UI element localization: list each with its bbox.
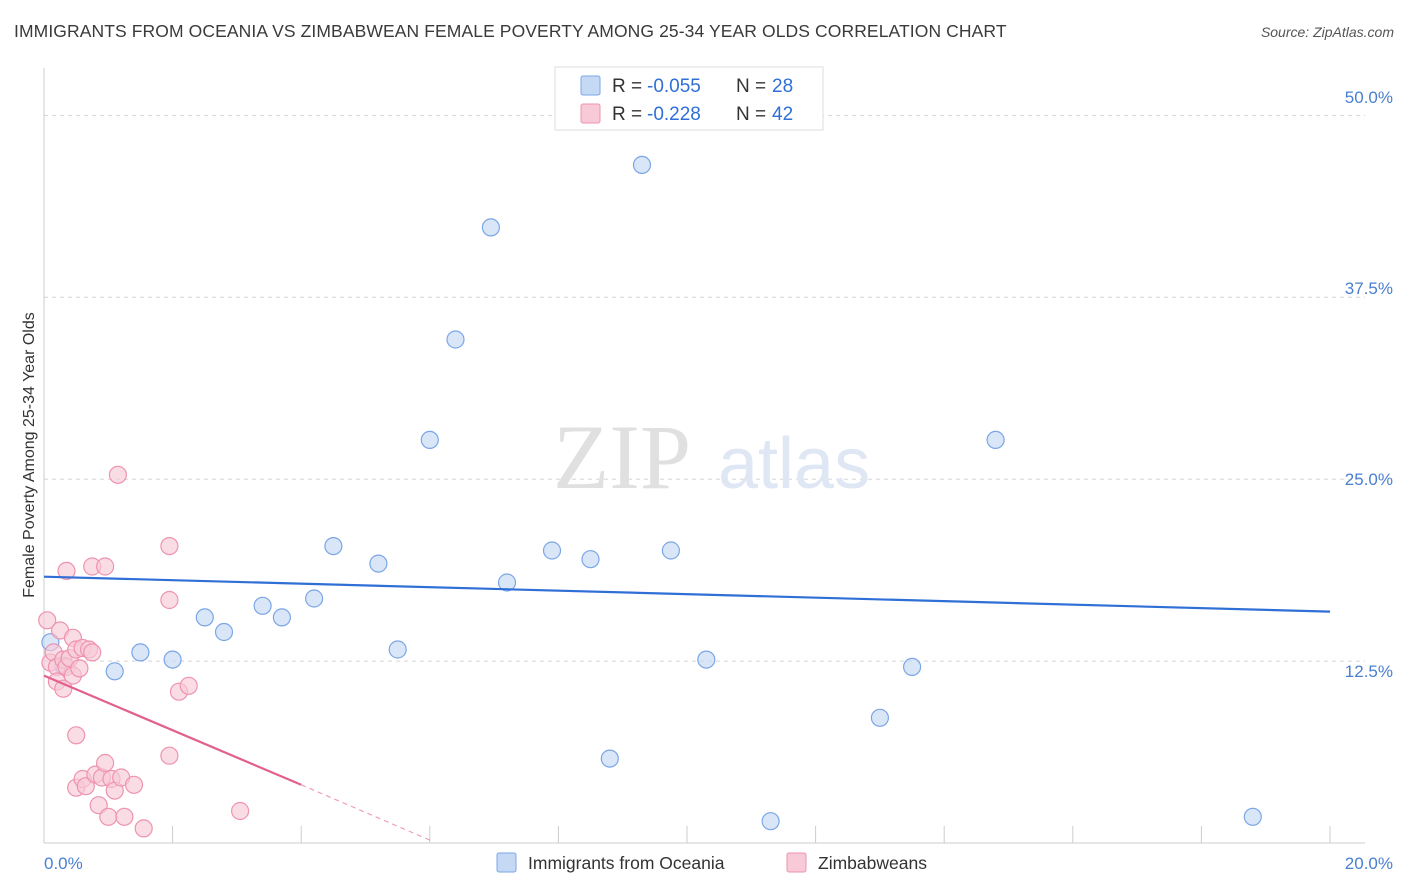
data-point-oceania [253, 596, 272, 615]
data-point-oceania [1243, 807, 1262, 826]
legend-n-label: N = [736, 76, 766, 97]
data-point-zimbabweans [134, 819, 153, 838]
data-point-zimbabweans [70, 659, 89, 678]
data-point-oceania [497, 573, 517, 592]
y-tick-label: 12.5% [1345, 662, 1393, 681]
trend-line-zimbabweans [43, 674, 302, 786]
x-tick-label-max: 20.0% [1345, 854, 1393, 873]
series-oceania-points [41, 155, 1262, 831]
data-point-oceania [420, 430, 439, 449]
data-point-zimbabweans [67, 726, 86, 745]
legend-r-label: R = [612, 76, 642, 97]
data-point-zimbabweans [108, 465, 128, 484]
data-point-oceania [369, 554, 388, 573]
y-tick-label: 25.0% [1345, 470, 1393, 489]
data-point-oceania [600, 749, 619, 768]
data-point-zimbabweans [160, 746, 179, 765]
y-axis-label: Female Poverty Among 25-34 Year Olds [21, 312, 38, 598]
data-point-zimbabweans [95, 753, 115, 773]
data-point-oceania [542, 541, 562, 560]
watermark-zip: ZIP [553, 406, 691, 508]
data-point-zimbabweans [95, 557, 115, 576]
trend-line-zimbabweans-extension [300, 784, 431, 841]
data-point-oceania [446, 330, 465, 349]
data-point-oceania [481, 218, 500, 237]
data-point-zimbabweans [124, 775, 144, 794]
data-point-oceania [581, 550, 600, 569]
bottom-legend-label-oceania: Immigrants from Oceania [528, 853, 725, 873]
data-point-zimbabweans [179, 676, 198, 695]
data-point-zimbabweans [38, 611, 57, 630]
chart-title: IMMIGRANTS FROM OCEANIA VS ZIMBABWEAN FE… [14, 21, 1007, 41]
data-point-zimbabweans [231, 801, 250, 821]
bottom-legend-label-zimbabweans: Zimbabweans [818, 853, 927, 873]
series-zimbabweans-points [38, 465, 250, 838]
watermark: ZIP atlas [553, 406, 870, 508]
data-point-oceania [305, 589, 324, 608]
data-point-oceania [986, 430, 1005, 449]
trend-line-oceania [43, 575, 1331, 613]
bottom-legend-swatch-oceania [496, 852, 517, 873]
data-point-oceania [661, 541, 681, 560]
x-tick-labels: 0.0% 20.0% [44, 854, 1393, 873]
y-tick-label: 37.5% [1345, 279, 1393, 298]
legend-r-label: R = [612, 104, 642, 125]
data-point-zimbabweans [115, 807, 134, 826]
data-point-oceania [131, 643, 150, 662]
data-point-oceania [214, 622, 234, 642]
data-point-oceania [870, 708, 890, 727]
grid-layer [44, 114, 1365, 662]
data-point-oceania [163, 650, 182, 669]
y-tick-labels: 12.5% 25.0% 37.5% 50.0% [1345, 88, 1393, 681]
trend-lines [43, 575, 1331, 841]
data-point-zimbabweans [57, 561, 76, 581]
bottom-legend-swatch-zimbabweans [786, 852, 807, 873]
legend-n-value-zimbabweans: 42 [772, 104, 793, 125]
data-point-oceania [761, 812, 780, 831]
data-point-oceania [324, 536, 343, 556]
axis-layer [43, 68, 1365, 844]
data-point-oceania [902, 657, 922, 677]
legend-swatch-oceania [580, 75, 601, 96]
legend-r-value-zimbabweans: -0.228 [647, 104, 701, 125]
data-point-oceania [632, 155, 652, 174]
y-tick-label: 50.0% [1345, 88, 1393, 107]
top-legend: R = -0.055 N = 28 R = -0.228 N = 42 [554, 66, 824, 131]
legend-n-label: N = [736, 104, 766, 125]
watermark-atlas: atlas [718, 424, 870, 504]
data-point-oceania [388, 640, 407, 659]
legend-swatch-zimbabweans [580, 103, 601, 124]
source-label: Source: ZipAtlas.com [1260, 24, 1394, 40]
data-point-oceania [105, 662, 124, 681]
data-point-oceania [195, 608, 214, 627]
bottom-legend: Immigrants from Oceania Zimbabweans [496, 852, 927, 873]
data-point-zimbabweans [160, 536, 179, 556]
data-point-oceania [697, 650, 716, 669]
data-point-zimbabweans [99, 807, 118, 826]
x-tick-label-min: 0.0% [44, 854, 83, 873]
data-point-oceania [272, 608, 291, 627]
legend-r-value-oceania: -0.055 [647, 76, 701, 97]
data-point-zimbabweans [160, 590, 179, 610]
data-point-zimbabweans [83, 643, 102, 662]
legend-n-value-oceania: 28 [772, 76, 793, 97]
